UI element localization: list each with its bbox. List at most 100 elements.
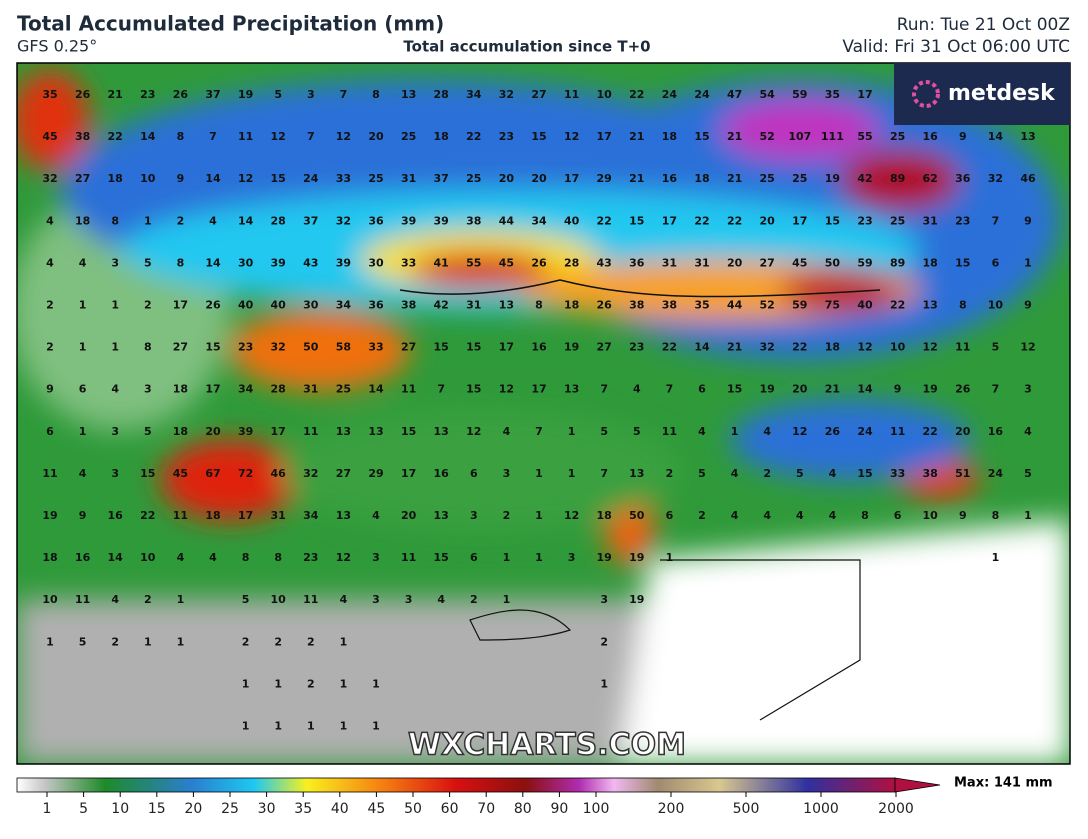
grid-value: 7 bbox=[437, 383, 445, 396]
grid-value: 1 bbox=[340, 635, 348, 648]
grid-value: 10 bbox=[923, 509, 939, 522]
grid-value: 1 bbox=[1024, 509, 1032, 522]
grid-value: 14 bbox=[988, 130, 1004, 143]
grid-value: 59 bbox=[792, 299, 807, 312]
grid-value: 4 bbox=[209, 551, 217, 564]
grid-value: 33 bbox=[368, 341, 383, 354]
grid-value: 17 bbox=[401, 467, 416, 480]
grid-value: 9 bbox=[79, 509, 87, 522]
grid-value: 27 bbox=[75, 172, 90, 185]
grid-value: 6 bbox=[46, 425, 54, 438]
grid-value: 22 bbox=[694, 214, 709, 227]
grid-value: 1 bbox=[340, 677, 348, 690]
grid-value: 4 bbox=[633, 383, 641, 396]
grid-value: 45 bbox=[792, 256, 807, 269]
grid-value: 6 bbox=[470, 467, 478, 480]
grid-value: 20 bbox=[792, 383, 808, 396]
grid-value: 35 bbox=[694, 299, 709, 312]
colorbar-label: 2000 bbox=[878, 801, 914, 817]
grid-value: 28 bbox=[564, 256, 579, 269]
grid-value: 16 bbox=[923, 130, 939, 143]
grid-value: 13 bbox=[434, 509, 449, 522]
grid-value: 37 bbox=[303, 214, 318, 227]
colorbar-label: 200 bbox=[658, 801, 685, 817]
colorbar-label: 45 bbox=[367, 801, 385, 817]
grid-value: 22 bbox=[727, 214, 742, 227]
grid-value: 13 bbox=[1020, 130, 1035, 143]
grid-value: 16 bbox=[75, 551, 91, 564]
grid-value: 39 bbox=[238, 425, 253, 438]
grid-value: 23 bbox=[955, 214, 970, 227]
grid-value: 7 bbox=[992, 214, 1000, 227]
grid-value: 34 bbox=[466, 88, 482, 101]
grid-value: 11 bbox=[890, 425, 905, 438]
grid-value: 89 bbox=[890, 172, 905, 185]
grid-value: 5 bbox=[242, 593, 250, 606]
grid-value: 32 bbox=[499, 88, 514, 101]
grid-value: 2 bbox=[177, 214, 185, 227]
grid-value: 17 bbox=[238, 509, 253, 522]
colorbar-label: 20 bbox=[184, 801, 202, 817]
grid-value: 34 bbox=[531, 214, 547, 227]
grid-value: 25 bbox=[890, 214, 905, 227]
grid-value: 31 bbox=[401, 172, 416, 185]
grid-value: 1 bbox=[535, 551, 543, 564]
grid-value: 6 bbox=[894, 509, 902, 522]
grid-value: 14 bbox=[857, 383, 873, 396]
colorbar-label: 1 bbox=[43, 801, 52, 817]
grid-value: 26 bbox=[75, 88, 91, 101]
grid-value: 14 bbox=[108, 551, 124, 564]
grid-value: 23 bbox=[499, 130, 514, 143]
grid-value: 12 bbox=[564, 130, 579, 143]
grid-value: 12 bbox=[336, 551, 351, 564]
grid-value: 31 bbox=[694, 256, 709, 269]
grid-value: 5 bbox=[992, 341, 1000, 354]
grid-value: 8 bbox=[372, 88, 380, 101]
grid-value: 2 bbox=[503, 509, 511, 522]
grid-value: 4 bbox=[111, 593, 119, 606]
grid-value: 1 bbox=[340, 720, 348, 733]
grid-value: 33 bbox=[336, 172, 351, 185]
colorbar-ticks: 1 5 10 15 20 25 30 35 40 45 50 60 70 80 90 100 200 500 100… bbox=[43, 792, 914, 817]
grid-value: 38 bbox=[466, 214, 481, 227]
grid-value: 9 bbox=[1024, 214, 1032, 227]
grid-value: 23 bbox=[857, 214, 872, 227]
grid-value: 15 bbox=[694, 130, 709, 143]
grid-value: 16 bbox=[531, 341, 547, 354]
grid-value: 25 bbox=[760, 172, 775, 185]
grid-value: 18 bbox=[42, 551, 57, 564]
grid-value: 32 bbox=[988, 172, 1003, 185]
grid-value: 1 bbox=[372, 677, 380, 690]
watermark: WXCHARTS.COM bbox=[408, 728, 686, 763]
grid-value: 33 bbox=[401, 256, 416, 269]
grid-value: 18 bbox=[173, 383, 188, 396]
title: Total Accumulated Precipitation (mm) bbox=[17, 12, 444, 36]
grid-value: 24 bbox=[988, 467, 1004, 480]
grid-value: 18 bbox=[108, 172, 123, 185]
grid-value: 38 bbox=[401, 299, 416, 312]
grid-value: 9 bbox=[959, 509, 967, 522]
grid-value: 45 bbox=[42, 130, 57, 143]
grid-value: 51 bbox=[955, 467, 970, 480]
grid-value: 4 bbox=[1024, 425, 1032, 438]
grid-value: 31 bbox=[303, 383, 318, 396]
grid-value: 27 bbox=[531, 88, 546, 101]
grid-value: 18 bbox=[173, 425, 188, 438]
grid-value: 4 bbox=[763, 425, 771, 438]
grid-value: 4 bbox=[796, 509, 804, 522]
grid-value: 7 bbox=[209, 130, 217, 143]
grid-value: 4 bbox=[731, 467, 739, 480]
grid-value: 52 bbox=[760, 130, 775, 143]
grid-value: 30 bbox=[238, 256, 254, 269]
grid-value: 45 bbox=[499, 256, 514, 269]
grid-value: 59 bbox=[857, 256, 872, 269]
grid-value: 35 bbox=[42, 88, 57, 101]
valid: Valid: Fri 31 Oct 06:00 UTC bbox=[842, 37, 1070, 57]
logo-box bbox=[894, 63, 1070, 125]
grid-value: 5 bbox=[633, 425, 641, 438]
grid-value: 1 bbox=[535, 467, 543, 480]
grid-value: 1 bbox=[177, 635, 185, 648]
grid-value: 16 bbox=[108, 509, 124, 522]
grid-value: 9 bbox=[1024, 299, 1032, 312]
